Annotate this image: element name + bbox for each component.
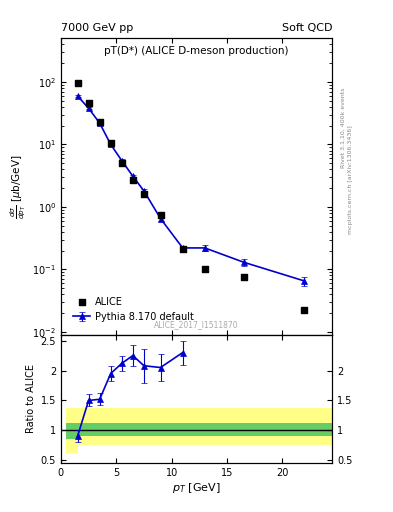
ALICE — [85, 99, 92, 107]
ALICE — [130, 176, 136, 184]
Y-axis label: Ratio to ALICE: Ratio to ALICE — [26, 365, 37, 434]
Legend: ALICE, Pythia 8.170 default: ALICE, Pythia 8.170 default — [69, 293, 198, 326]
X-axis label: $p_T$ [GeV]: $p_T$ [GeV] — [172, 481, 221, 495]
ALICE — [202, 265, 208, 273]
Text: pT(D*) (ALICE D-meson production): pT(D*) (ALICE D-meson production) — [104, 46, 289, 56]
Text: Rivet 3.1.10, 400k events: Rivet 3.1.10, 400k events — [341, 88, 346, 168]
Text: 7000 GeV pp: 7000 GeV pp — [61, 23, 133, 33]
ALICE — [119, 159, 125, 167]
Y-axis label: $\frac{d\sigma}{dp_T}$ [$\mu$b/GeV]: $\frac{d\sigma}{dp_T}$ [$\mu$b/GeV] — [9, 154, 28, 219]
ALICE — [74, 79, 81, 88]
ALICE — [141, 190, 147, 198]
ALICE — [97, 118, 103, 126]
Text: Soft QCD: Soft QCD — [282, 23, 332, 33]
ALICE — [108, 139, 114, 147]
Text: ALICE_2017_I1511870: ALICE_2017_I1511870 — [154, 319, 239, 329]
ALICE — [157, 210, 163, 219]
Text: mcplots.cern.ch [arXiv:1306.3436]: mcplots.cern.ch [arXiv:1306.3436] — [348, 125, 353, 233]
ALICE — [180, 245, 186, 253]
ALICE — [241, 273, 247, 281]
ALICE — [301, 306, 308, 314]
